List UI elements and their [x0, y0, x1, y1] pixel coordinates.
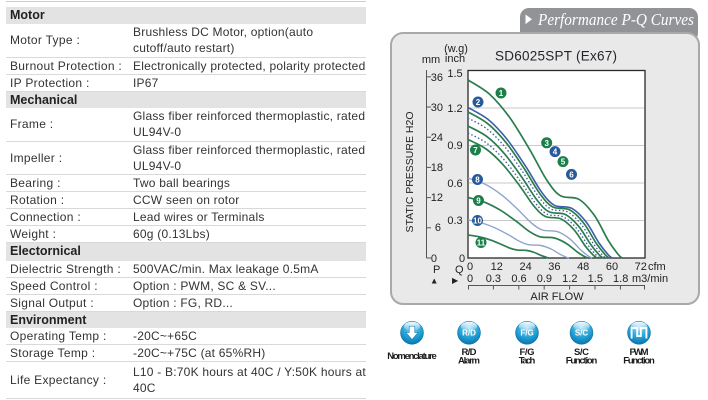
- svg-text:1.8: 1.8: [613, 273, 628, 285]
- svg-text:18: 18: [431, 162, 443, 174]
- svg-text:F/G: F/G: [520, 347, 535, 358]
- svg-text:1: 1: [499, 89, 504, 98]
- svg-text:0.9: 0.9: [537, 273, 552, 285]
- svg-text:0.6: 0.6: [447, 178, 462, 190]
- svg-text:F/G: F/G: [520, 329, 533, 338]
- svg-text:▶: ▶: [452, 276, 459, 285]
- svg-text:8: 8: [475, 176, 480, 185]
- svg-text:Tach: Tach: [519, 356, 536, 367]
- svg-text:3: 3: [544, 139, 549, 148]
- svg-text:AIR FLOW: AIR FLOW: [530, 291, 584, 303]
- svg-text:12: 12: [491, 261, 503, 273]
- svg-text:inch: inch: [445, 53, 465, 65]
- svg-text:R/D: R/D: [462, 347, 477, 358]
- svg-text:36: 36: [431, 72, 443, 84]
- svg-text:6: 6: [569, 170, 574, 179]
- svg-text:24: 24: [431, 132, 443, 144]
- svg-text:1.2: 1.2: [562, 273, 577, 285]
- svg-text:72: 72: [635, 261, 647, 273]
- svg-text:0: 0: [459, 253, 465, 265]
- svg-text:24: 24: [519, 261, 531, 273]
- svg-text:(w.g): (w.g): [444, 43, 468, 55]
- svg-text:48: 48: [577, 261, 589, 273]
- svg-text:0.3: 0.3: [447, 215, 462, 227]
- svg-text:SD6025SPT (Ex67): SD6025SPT (Ex67): [495, 49, 617, 64]
- svg-text:12: 12: [431, 192, 443, 204]
- svg-text:PWM: PWM: [630, 347, 649, 358]
- svg-text:30: 30: [431, 102, 443, 114]
- svg-text:Q: Q: [455, 264, 464, 276]
- svg-text:P: P: [433, 264, 440, 276]
- svg-text:▲: ▲: [430, 276, 438, 286]
- svg-text:0.9: 0.9: [447, 140, 462, 152]
- svg-text:0.6: 0.6: [511, 273, 526, 285]
- svg-text:6: 6: [435, 222, 441, 234]
- svg-text:7: 7: [473, 146, 478, 155]
- svg-text:S/C: S/C: [574, 347, 589, 358]
- svg-text:5: 5: [561, 158, 566, 167]
- svg-text:Performance P-Q Curves: Performance P-Q Curves: [537, 10, 694, 29]
- svg-text:36: 36: [548, 261, 560, 273]
- svg-text:1.5: 1.5: [447, 68, 462, 80]
- svg-text:0: 0: [467, 261, 473, 273]
- svg-text:STATIC PRESSURE H2O: STATIC PRESSURE H2O: [404, 112, 416, 233]
- svg-text:Nomenclature: Nomenclature: [387, 351, 437, 362]
- svg-text:mm: mm: [422, 54, 440, 66]
- svg-text:10: 10: [473, 217, 482, 226]
- svg-text:1.5: 1.5: [588, 273, 603, 285]
- svg-text:4: 4: [553, 148, 558, 157]
- svg-text:Alarm: Alarm: [458, 356, 480, 367]
- svg-text:0: 0: [431, 253, 437, 265]
- svg-text:11: 11: [477, 239, 486, 248]
- svg-text:60: 60: [606, 261, 618, 273]
- svg-text:S/C: S/C: [575, 329, 589, 338]
- svg-text:Function: Function: [566, 356, 598, 367]
- svg-text:9: 9: [476, 197, 481, 206]
- svg-text:2: 2: [476, 98, 481, 107]
- svg-text:0: 0: [467, 273, 473, 285]
- svg-text:Function: Function: [623, 356, 655, 367]
- svg-text:1.2: 1.2: [447, 103, 462, 115]
- svg-text:0.3: 0.3: [486, 273, 501, 285]
- svg-text:R/D: R/D: [462, 329, 476, 338]
- svg-text:m3/min: m3/min: [632, 273, 668, 285]
- svg-text:cfm: cfm: [648, 261, 666, 273]
